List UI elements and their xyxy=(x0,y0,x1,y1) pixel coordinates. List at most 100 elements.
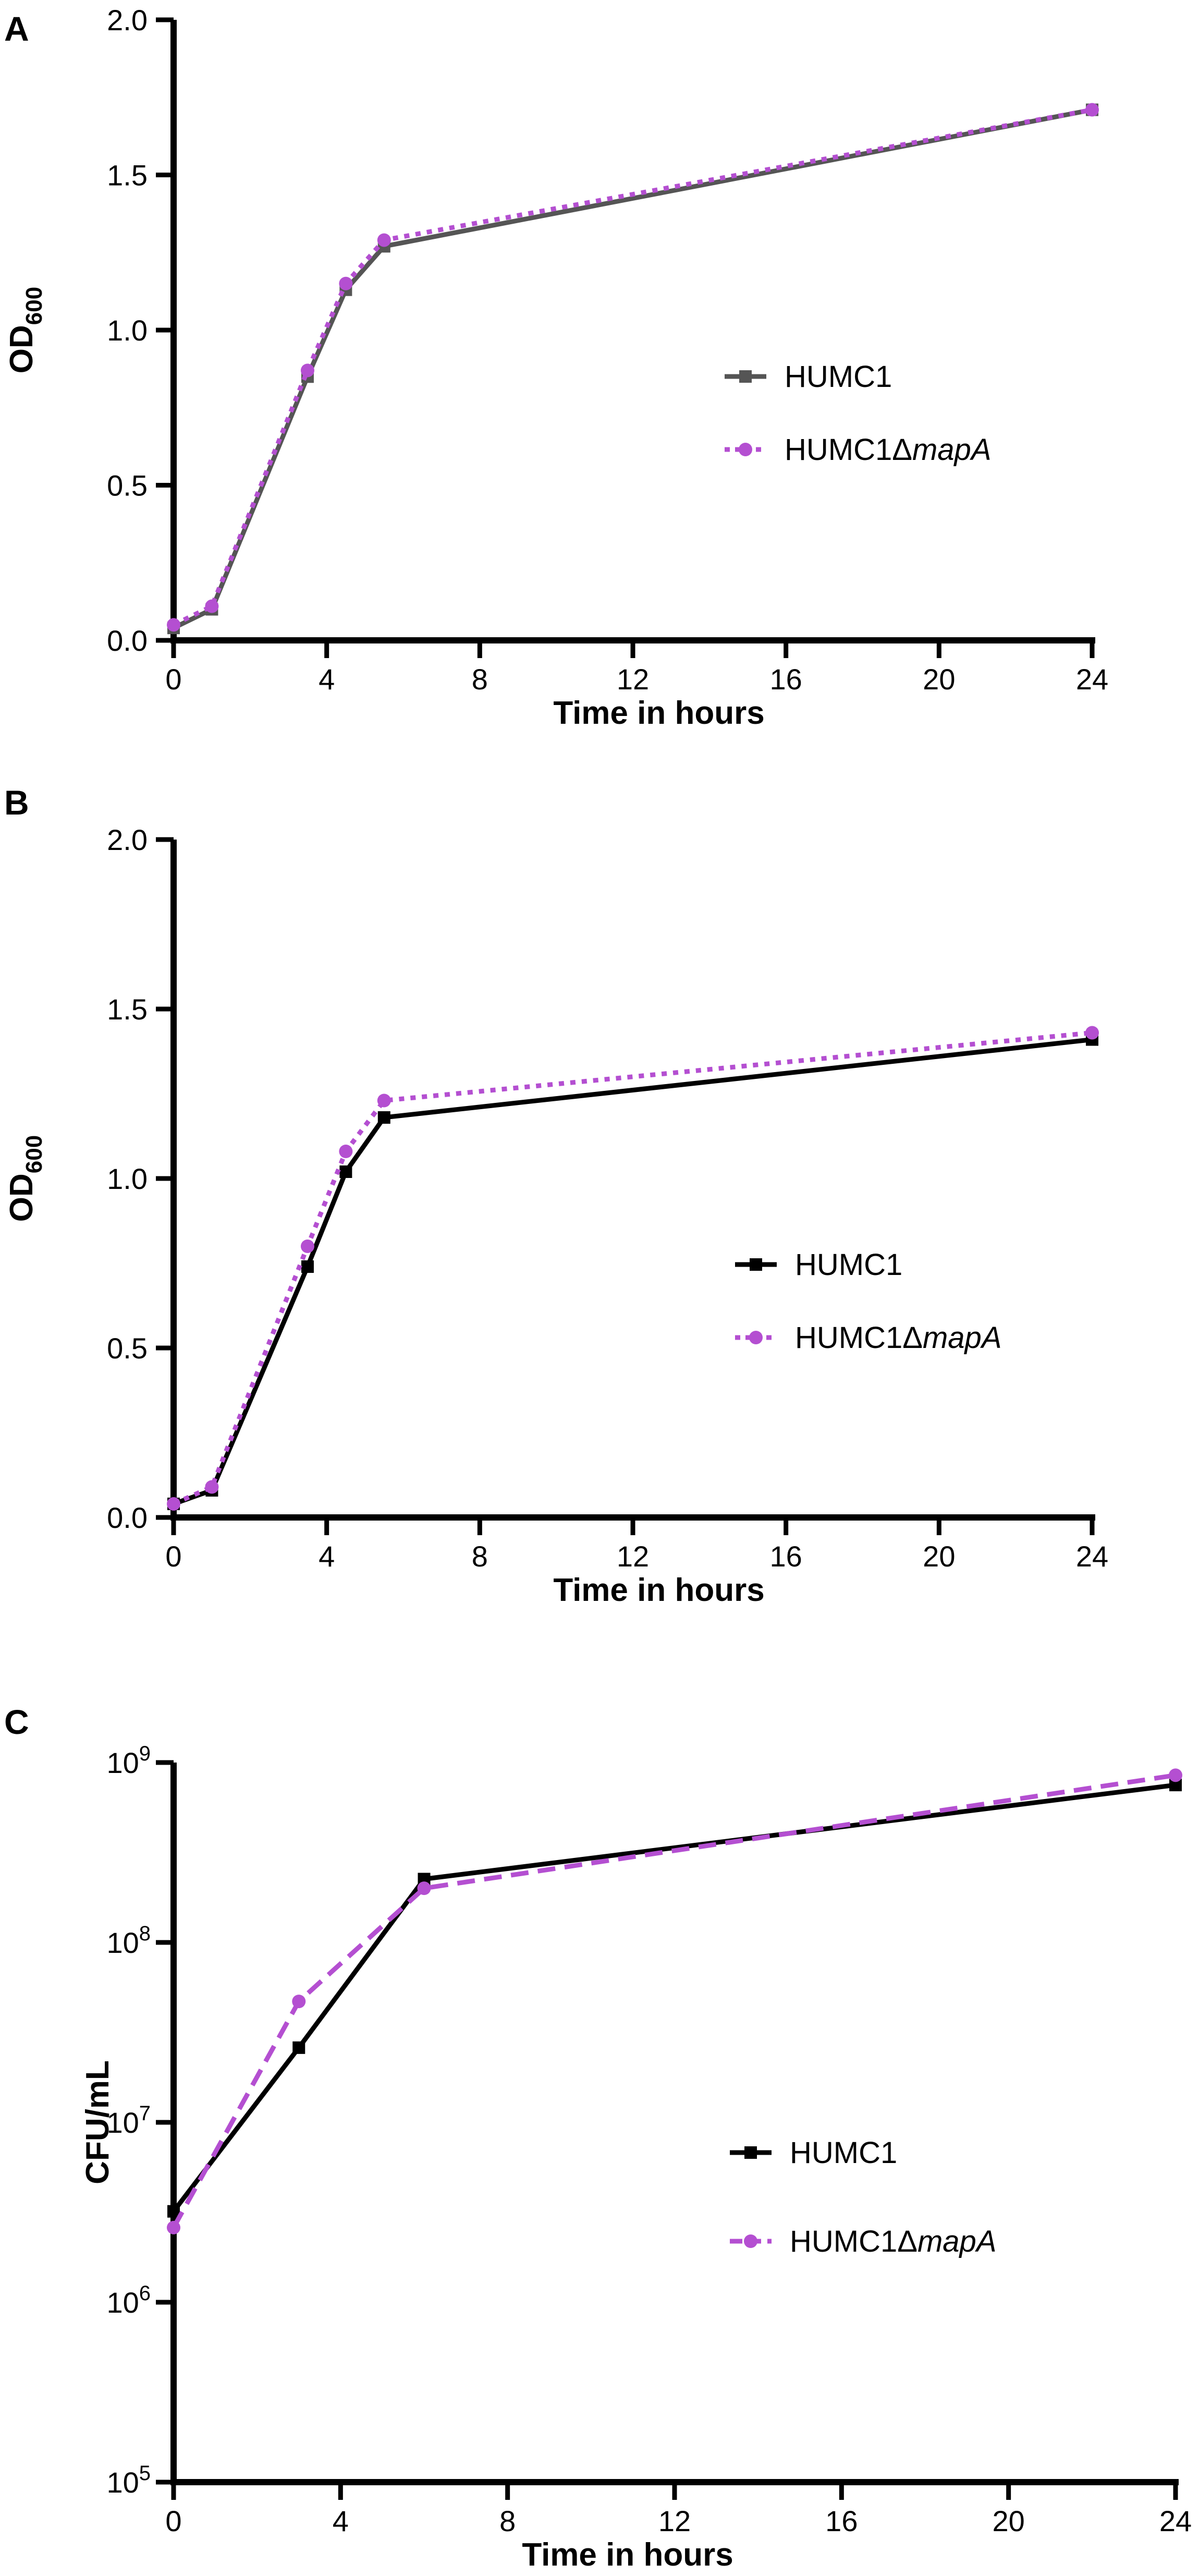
x-tick-label: 24 xyxy=(1159,2505,1192,2537)
x-axis-title: Time in hours xyxy=(553,1572,764,1608)
x-tick-label: 0 xyxy=(165,2505,181,2537)
legend-label: HUMC1 xyxy=(795,1248,902,1282)
panel-a: A 0 4 8 12 16 20 24 0.0 0.5 1.0 1.5 2.0 Time in hours… xyxy=(4,4,1108,731)
series-line xyxy=(172,1782,1176,2213)
legend-label-main: HUMC1 xyxy=(785,360,892,394)
legend-marker xyxy=(739,370,752,383)
y-tick-exponent: 7 xyxy=(139,2102,151,2125)
legend-label-italic: mapA xyxy=(917,2225,997,2258)
x-tick-label: 12 xyxy=(617,663,649,696)
data-point xyxy=(1169,1768,1182,1782)
data-point xyxy=(300,363,314,378)
y-tick-label: 108 xyxy=(106,1922,151,1959)
data-point xyxy=(339,1165,352,1178)
data-point xyxy=(167,2220,180,2234)
series-humc1 xyxy=(167,1033,1098,1510)
x-tick-label: 24 xyxy=(1076,1540,1108,1573)
series-line xyxy=(173,1030,1093,1506)
y-tick-exponent: 5 xyxy=(139,2462,151,2485)
y-tick-label: 107 xyxy=(106,2102,151,2139)
legend-label-italic: mapA xyxy=(923,1321,1002,1355)
data-point xyxy=(167,618,180,632)
y-tick-base: 10 xyxy=(106,2106,139,2139)
x-tick-label: 24 xyxy=(1076,663,1108,696)
y-tick-label: 1.5 xyxy=(107,159,148,192)
y-axis-title-main: OD xyxy=(4,325,40,373)
y-tick-label: 1.5 xyxy=(107,993,148,1026)
x-tick-label: 0 xyxy=(165,663,181,696)
legend-label: HUMC1ΔmapA xyxy=(785,433,992,467)
y-tick-exponent: 8 xyxy=(139,1922,151,1945)
x-tick-label: 0 xyxy=(165,1540,181,1573)
x-axis-title: Time in hours xyxy=(522,2537,733,2573)
legend-label-main: HUMC1Δ xyxy=(785,433,912,467)
y-axis-title: OD600 xyxy=(4,287,47,373)
legend-label-main: HUMC1 xyxy=(790,2136,897,2170)
legend: HUMC1 HUMC1ΔmapA xyxy=(735,1248,1002,1355)
data-point xyxy=(1085,103,1099,117)
x-tick-label: 8 xyxy=(499,2505,516,2537)
x-tick-label: 20 xyxy=(923,663,955,696)
y-tick-exponent: 9 xyxy=(139,1742,151,1765)
legend-label-italic: mapA xyxy=(912,433,992,467)
y-tick-label: 0.0 xyxy=(107,624,148,657)
data-point xyxy=(417,1881,431,1895)
legend-label: HUMC1 xyxy=(790,2136,897,2170)
y-tick-label: 0.5 xyxy=(107,1332,148,1365)
data-point xyxy=(167,1497,180,1511)
y-axis-title: OD600 xyxy=(4,1135,47,1222)
y-tick-label: 106 xyxy=(106,2282,151,2319)
y-tick-label: 1.0 xyxy=(107,1162,148,1195)
y-axis-title-main: OD xyxy=(4,1173,40,1222)
y-tick-base: 10 xyxy=(106,1926,139,1959)
y-tick-label: 105 xyxy=(106,2462,151,2499)
series-humc1 xyxy=(167,1779,1182,2218)
legend-label-main: HUMC1 xyxy=(795,1248,902,1282)
y-tick-base: 10 xyxy=(106,2286,139,2319)
series-line xyxy=(172,1772,1176,2229)
legend-marker xyxy=(749,1331,763,1344)
x-tick-label: 4 xyxy=(333,2505,349,2537)
data-point xyxy=(377,1093,391,1108)
legend-label: HUMC1ΔmapA xyxy=(795,1321,1002,1355)
x-tick-label: 8 xyxy=(472,1540,488,1573)
y-axis-title-subscript: 600 xyxy=(21,1135,47,1173)
legend-label-main: HUMC1Δ xyxy=(795,1321,923,1355)
panel-label: B xyxy=(4,783,29,822)
y-tick-label: 2.0 xyxy=(107,4,148,37)
x-tick-label: 16 xyxy=(825,2505,858,2537)
data-point xyxy=(301,1260,314,1273)
x-tick-label: 20 xyxy=(923,1540,955,1573)
x-tick-label: 12 xyxy=(658,2505,691,2537)
panel-label: A xyxy=(4,9,29,48)
data-point xyxy=(205,1480,219,1494)
y-tick-label: 0.0 xyxy=(107,1501,148,1534)
series-line xyxy=(173,1037,1093,1506)
y-tick-label: 1.0 xyxy=(107,314,148,347)
data-point xyxy=(1085,1026,1099,1040)
x-axis-title: Time in hours xyxy=(553,695,764,731)
data-point xyxy=(377,233,391,247)
series-humc1-mapa xyxy=(167,103,1099,632)
x-tick-label: 12 xyxy=(617,1540,649,1573)
data-point xyxy=(339,276,353,290)
x-tick-label: 8 xyxy=(472,663,488,696)
y-axis-title-subscript: 600 xyxy=(21,287,47,325)
x-tick-label: 4 xyxy=(319,663,335,696)
legend-label: HUMC1ΔmapA xyxy=(790,2225,997,2258)
legend-marker xyxy=(750,1258,762,1271)
data-point xyxy=(300,1240,314,1253)
legend-label: HUMC1 xyxy=(785,360,892,394)
x-tick-label: 20 xyxy=(993,2505,1025,2537)
y-axis-title: CFU/mL xyxy=(80,2060,116,2184)
y-tick-base: 10 xyxy=(106,2466,139,2499)
data-point xyxy=(339,1145,353,1158)
legend-marker xyxy=(739,443,752,456)
y-tick-base: 10 xyxy=(106,1746,139,1779)
legend-label-main: HUMC1Δ xyxy=(790,2225,917,2258)
panel-b: B 0 4 8 12 16 20 24 0.0 0.5 1.0 1.5 2.0 Time in hours… xyxy=(4,783,1108,1608)
legend: HUMC1 HUMC1ΔmapA xyxy=(730,2136,997,2258)
y-tick-label: 109 xyxy=(106,1742,151,1779)
